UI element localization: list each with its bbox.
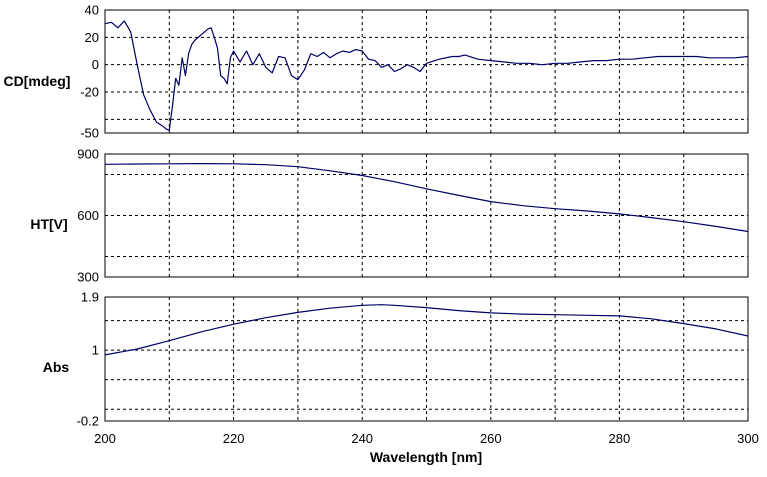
ht-y-tick-label: 300 (77, 270, 99, 285)
abs-y-tick-label: -0.2 (77, 414, 99, 429)
abs-y-tick-label: 1 (92, 343, 99, 358)
ht-y-tick-label: 600 (77, 208, 99, 223)
abs-panel-frame (104, 296, 749, 422)
x-tick-label: 300 (737, 431, 759, 446)
x-tick-label: 280 (609, 431, 631, 446)
ht-panel-frame (104, 153, 749, 278)
abs-series-line (104, 304, 749, 356)
cd-series-line (104, 20, 749, 131)
cd-panel-frame (104, 9, 749, 134)
ht-y-tick-label: 900 (77, 147, 99, 162)
cd-y-tick-label: 20 (85, 30, 99, 45)
ht-y-axis-label: HT[V] (30, 216, 67, 232)
cd-y-tick-label: 0 (92, 57, 99, 72)
x-axis-label: Wavelength [nm] (370, 449, 482, 465)
cd-y-axis-label: CD[mdeg] (4, 73, 71, 89)
abs-y-axis-label: Abs (43, 359, 70, 375)
cd-y-tick-label: 40 (85, 3, 99, 18)
ht-series-line (104, 163, 749, 233)
x-tick-label: 240 (351, 431, 373, 446)
cd-y-tick-label: -20 (80, 85, 99, 100)
abs-y-tick-label: 1.9 (81, 290, 99, 305)
x-tick-label: 200 (94, 431, 116, 446)
cd-y-tick-label: -50 (80, 126, 99, 141)
x-tick-label: 260 (480, 431, 502, 446)
x-tick-label: 220 (223, 431, 245, 446)
